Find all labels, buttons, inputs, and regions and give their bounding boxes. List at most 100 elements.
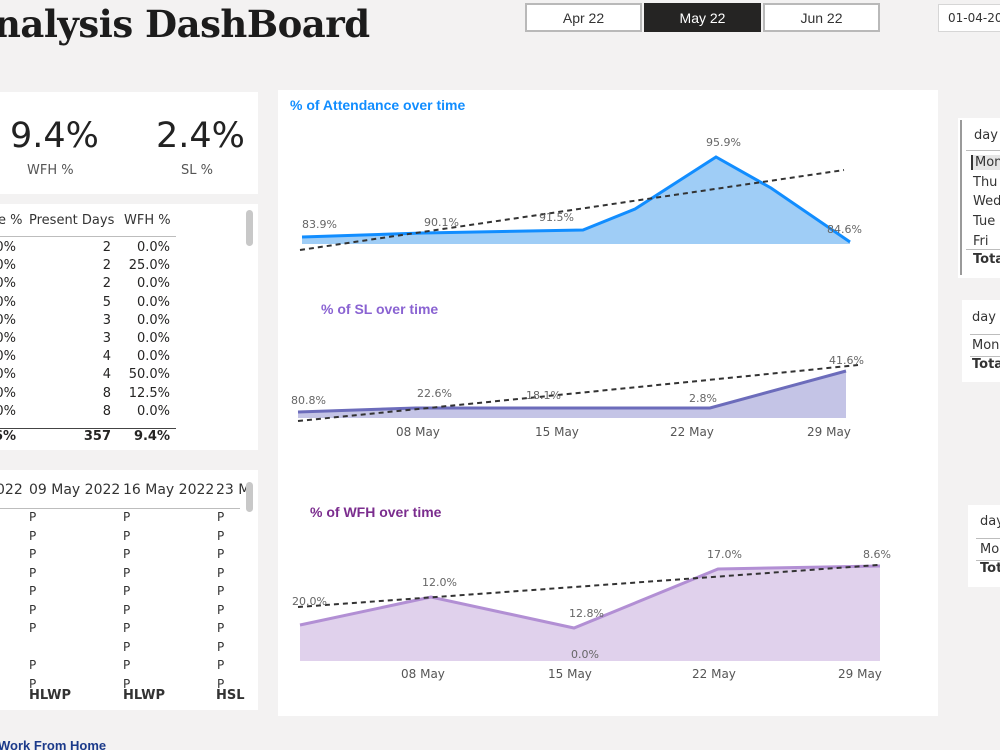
month-button-apr[interactable]: Apr 22: [525, 3, 642, 32]
summary-cell: 3: [102, 312, 111, 328]
weekly-footer-3: HSL: [216, 688, 245, 703]
sl-x-tick-3: 22 May: [670, 425, 714, 439]
weekly-cell: P: [217, 621, 225, 635]
charts-panel: % of Attendance over time % of SL over t…: [278, 90, 938, 716]
weekly-cell: P: [29, 510, 37, 524]
attendance-label-4: 95.9%: [706, 136, 741, 149]
weekly-attendance-table: 022 09 May 2022 16 May 2022 23 M HLWP HL…: [0, 470, 258, 710]
day-item-tue[interactable]: Tue: [973, 214, 996, 229]
weekly-table-scrollbar[interactable]: [246, 482, 253, 512]
wfh-x-tick-2: 15 May: [548, 667, 592, 681]
date-filter[interactable]: 01-04-20: [938, 4, 1000, 32]
summary-cell: 12.5%: [128, 385, 170, 401]
day-slicer: day Mon Thu Wed Tue Fri Tota: [958, 118, 1000, 278]
wfh-line: [299, 564, 881, 630]
weekly-cell: P: [217, 676, 225, 691]
summary-cell: 0%: [0, 403, 16, 419]
weekly-cell: P: [217, 658, 225, 672]
weekly-cell: P: [123, 621, 131, 635]
summary-table: e % Present Days WFH % 0% 2 0.0% 0% 2 25.0% 0%…: [0, 204, 258, 450]
weekly-cell: P: [123, 547, 131, 561]
sl-label-5: 41.6%: [829, 354, 864, 367]
weekly-cell: P: [29, 528, 37, 543]
day-item-thu[interactable]: Thu: [973, 175, 998, 190]
month-slicer: Apr 22 May 22 Jun 22: [525, 3, 880, 32]
wfh-label-6: 8.6%: [863, 548, 891, 561]
col-header-week-3[interactable]: 16 May 2022: [123, 482, 215, 498]
attendance-label-3: 91.5%: [539, 211, 574, 224]
sl-kpi-label: SL %: [181, 163, 213, 178]
month-button-jun[interactable]: Jun 22: [763, 3, 880, 32]
month-button-may[interactable]: May 22: [644, 3, 761, 32]
weekly-cell: P: [29, 602, 37, 617]
day-slicer-header: day: [974, 128, 998, 143]
wfh-x-tick-4: 29 May: [838, 667, 882, 681]
weekly-cell: P: [29, 584, 37, 598]
weekly-cell: P: [123, 658, 131, 672]
summary-cell: 0%: [0, 385, 16, 401]
sl-kpi-value: 2.4%: [156, 116, 245, 156]
summary-cell: 0%: [0, 331, 16, 346]
sl-label-4: 2.8%: [689, 392, 717, 405]
summary-cell: 0%: [0, 294, 16, 310]
day-table-3: day Mo Tot: [968, 505, 1000, 587]
summary-cell: 0.0%: [136, 294, 170, 310]
sl-label-2: 22.6%: [417, 387, 452, 400]
summary-total-cell: 9.4%: [133, 429, 170, 444]
sl-x-tick-2: 15 May: [535, 425, 579, 439]
wfh-chart-title: % of WFH over time: [310, 504, 442, 520]
col-header-week-2[interactable]: 09 May 2022: [29, 482, 121, 498]
day-table-3-header: day: [980, 514, 1000, 529]
day-slicer-total: Tota: [973, 252, 1000, 267]
sl-label-3: 18.1%: [526, 389, 561, 402]
day-table-3-mon[interactable]: Mo: [980, 542, 1000, 557]
day-item-fri[interactable]: Fri: [973, 234, 989, 249]
col-header-week-4[interactable]: 23 M: [216, 482, 251, 498]
sl-x-tick-1: 08 May: [396, 425, 440, 439]
summary-cell: 0%: [0, 349, 16, 365]
weekly-cell: P: [123, 676, 131, 691]
day-table-2-mon[interactable]: Mon: [972, 338, 1000, 353]
weekly-cell: P: [217, 639, 225, 654]
wfh-label-4: 0.0%: [571, 648, 599, 661]
wfh-label-5: 17.0%: [707, 548, 742, 561]
weekly-cell: P: [123, 528, 131, 543]
day-item-wed[interactable]: Wed: [973, 194, 1000, 209]
charts-svg: 83.9% 90.1% 91.5% 95.9% 84.6% 80.8% 22.6…: [291, 136, 891, 681]
summary-cell: 5: [102, 294, 111, 310]
sl-line: [297, 369, 847, 414]
sl-trendline: [297, 364, 859, 422]
col-header-week-1[interactable]: 022: [0, 482, 23, 498]
sl-chart[interactable]: 80.8% 22.6% 18.1% 2.8% 41.6% 08 May 15 M…: [291, 354, 864, 439]
weekly-cell: P: [29, 676, 37, 691]
day-table-2-header: day: [972, 310, 996, 325]
weekly-cell: P: [29, 621, 37, 635]
col-header-wfh[interactable]: WFH %: [124, 213, 171, 228]
attendance-chart[interactable]: 83.9% 90.1% 91.5% 95.9% 84.6%: [299, 136, 862, 251]
summary-cell: 0.0%: [136, 240, 170, 255]
weekly-cell: P: [123, 639, 131, 654]
attendance-area: [302, 157, 850, 244]
dashboard-title: nalysis DashBoard: [0, 2, 370, 46]
summary-cell: 0%: [0, 240, 16, 255]
day-item-mon[interactable]: Mon: [971, 155, 1000, 170]
summary-cell: 0%: [0, 258, 16, 274]
sl-label-1: 80.8%: [291, 394, 326, 407]
weekly-cell: P: [217, 584, 225, 598]
summary-total-cell: 357: [83, 429, 111, 444]
attendance-label-2: 90.1%: [424, 216, 459, 229]
weekly-cell: P: [29, 658, 37, 672]
wfh-chart[interactable]: 20.0% 12.0% 12.8% 0.0% 17.0% 8.6% 08 May…: [292, 548, 891, 681]
summary-cell: 2: [102, 258, 111, 274]
day-table-2-total: Tota: [972, 357, 1000, 372]
col-header-present-days[interactable]: Present Days: [29, 213, 115, 228]
col-header-sl[interactable]: e %: [0, 213, 23, 228]
wfh-label-2: 12.0%: [422, 576, 457, 589]
attendance-trendline: [299, 169, 845, 251]
summary-table-scrollbar[interactable]: [246, 210, 253, 246]
wfh-x-tick-3: 22 May: [692, 667, 736, 681]
summary-cell: 3: [102, 331, 111, 346]
wfh-area: [300, 566, 880, 661]
weekly-cell: P: [29, 565, 37, 580]
wfh-x-tick-1: 08 May: [401, 667, 445, 681]
